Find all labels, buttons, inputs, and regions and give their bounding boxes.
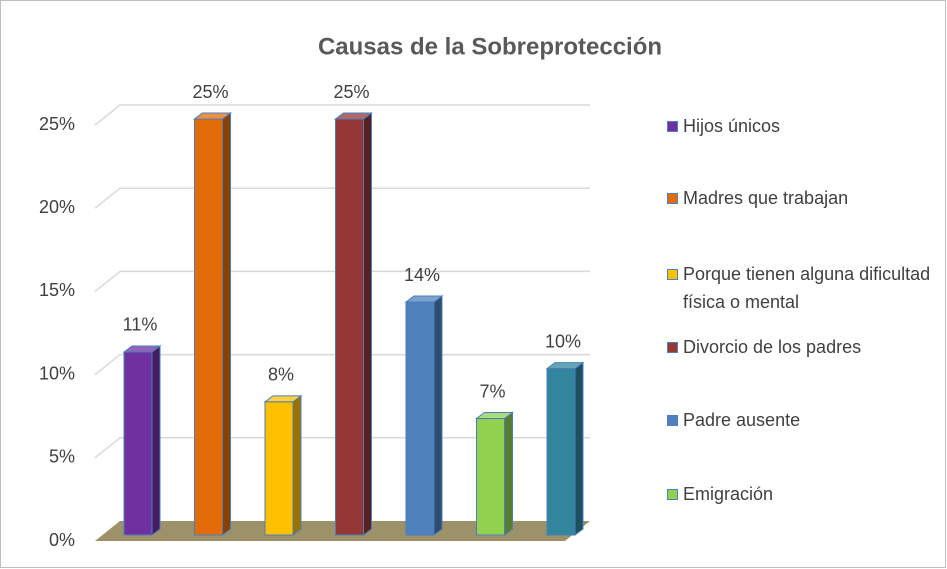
data-label: 8% (268, 365, 294, 385)
legend-swatch (667, 342, 678, 353)
grid-line (94, 270, 590, 292)
legend-swatch (667, 193, 678, 204)
legend-swatch (667, 121, 678, 132)
bar-face (574, 361, 584, 536)
bar-face (504, 411, 513, 536)
y-tick-label: 5% (49, 447, 75, 467)
bar (475, 411, 514, 536)
legend-entry: Emigración (664, 480, 944, 508)
data-label: 14% (404, 265, 440, 285)
legend-label: Divorcio de los padres (683, 337, 862, 357)
data-label: 25% (333, 82, 369, 102)
legend-swatch (667, 269, 678, 280)
grid-line (94, 104, 590, 126)
bar-face (292, 394, 302, 536)
bar-face (194, 118, 223, 536)
grid-line (94, 187, 590, 209)
y-tick-label: 25% (39, 114, 75, 134)
bar (404, 295, 444, 536)
bar-face (363, 112, 372, 536)
data-label: 11% (123, 315, 158, 335)
data-label: 10% (545, 331, 581, 351)
legend-label: Porque tienen alguna dificultad física o… (683, 264, 931, 312)
legend-swatch (667, 415, 678, 426)
y-tick-label: 15% (39, 280, 75, 300)
legend-entry: Hijos únicos (664, 112, 944, 140)
bar (334, 112, 373, 536)
bar-face (151, 344, 161, 536)
legend-label: Madres que trabajan (683, 188, 849, 208)
bar-face (546, 368, 576, 536)
bar (193, 112, 232, 536)
legend-entry: Padre ausente (664, 406, 944, 434)
bar-face (264, 401, 294, 536)
chart-title: Causas de la Sobreprotección (318, 33, 662, 60)
data-label: 25% (192, 82, 228, 102)
legend-entry: Madres que trabajan (664, 184, 944, 212)
bar-face (335, 118, 364, 536)
bar-face (222, 112, 231, 536)
bar (545, 361, 585, 536)
y-tick-label: 0% (49, 530, 75, 550)
bar-face (123, 351, 153, 536)
bar-face (405, 301, 435, 536)
legend-label: Emigración (683, 484, 774, 504)
y-tick-label: 20% (39, 197, 75, 217)
bar-face (433, 295, 443, 536)
y-tick-label: 10% (39, 363, 75, 383)
legend-label: Hijos únicos (683, 116, 781, 136)
legend-entry: Divorcio de los padres (664, 333, 944, 361)
legend-swatch (667, 489, 678, 500)
legend-label: Padre ausente (683, 410, 801, 430)
bar-face (476, 418, 505, 536)
data-label: 7% (479, 381, 505, 401)
legend-entry: Porque tienen alguna dificultad física o… (664, 260, 944, 316)
bar (122, 344, 162, 536)
bar (263, 394, 303, 536)
